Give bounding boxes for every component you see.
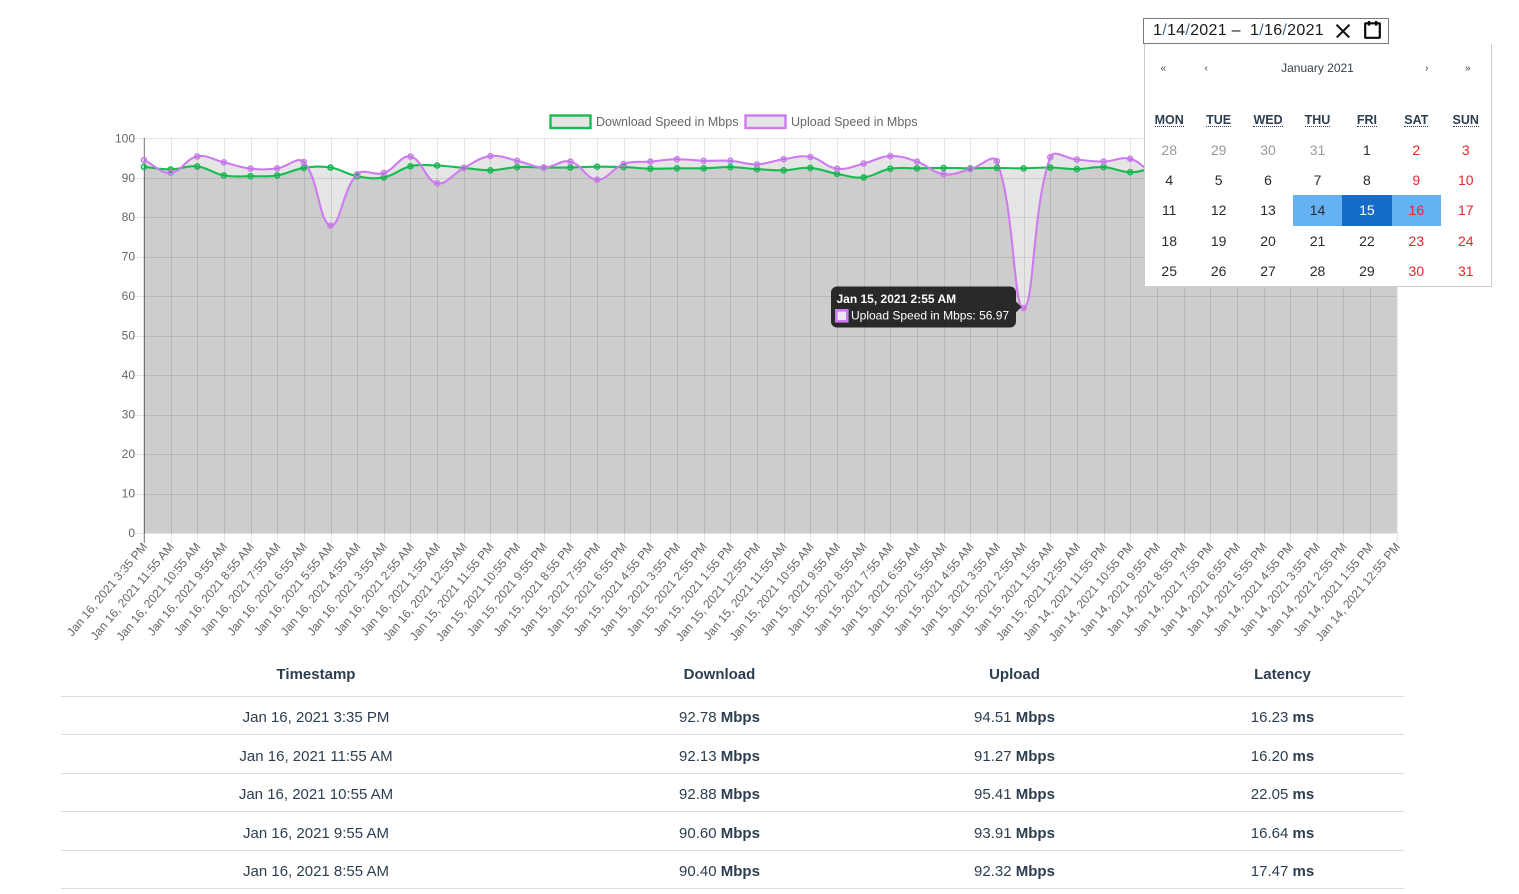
svg-text:50: 50 [122,329,136,343]
svg-text:100: 100 [115,131,135,145]
svg-text:Download Speed in Mbps: Download Speed in Mbps [596,115,738,129]
svg-text:0: 0 [128,526,135,540]
svg-text:60: 60 [122,289,136,303]
svg-text:Upload Speed in Mbps: Upload Speed in Mbps [791,115,917,129]
svg-text:80: 80 [122,210,136,224]
svg-text:Upload Speed in Mbps: 56.97: Upload Speed in Mbps: 56.97 [851,309,1009,323]
svg-text:90: 90 [122,171,136,185]
svg-text:Jan 15, 2021 2:55 AM: Jan 15, 2021 2:55 AM [837,292,957,306]
svg-text:20: 20 [122,447,136,461]
svg-text:70: 70 [122,250,136,264]
svg-text:10: 10 [122,487,136,501]
svg-text:30: 30 [122,408,136,422]
svg-text:40: 40 [122,368,136,382]
